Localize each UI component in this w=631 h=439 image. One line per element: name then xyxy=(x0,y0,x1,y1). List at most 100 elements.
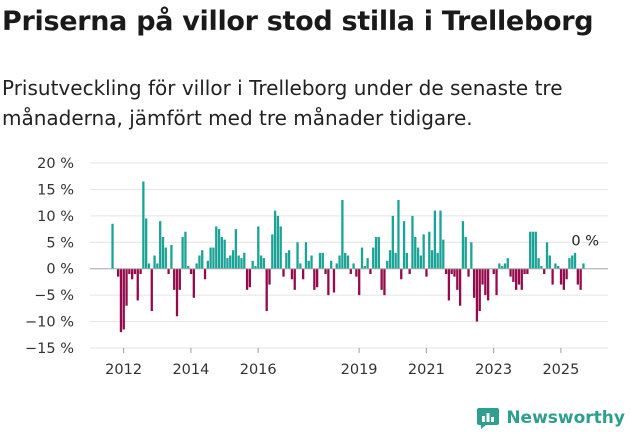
bar xyxy=(456,268,459,290)
bar xyxy=(142,181,145,269)
bar xyxy=(296,242,299,269)
bar xyxy=(128,268,131,274)
bar xyxy=(276,215,280,269)
bar xyxy=(579,268,582,290)
x-axis: 2012 2014 2016 2019 2021 2023 2025 xyxy=(105,348,579,378)
bar xyxy=(293,268,296,290)
bar xyxy=(265,268,268,311)
bar xyxy=(380,268,383,290)
bar xyxy=(161,237,165,269)
bar xyxy=(475,268,479,322)
bar xyxy=(377,237,380,269)
x-tick-label: 2019 xyxy=(341,362,378,378)
bar xyxy=(402,221,406,269)
bar xyxy=(397,200,400,269)
bar xyxy=(201,250,204,269)
bar xyxy=(531,231,535,269)
bar xyxy=(509,268,512,277)
bar xyxy=(388,250,392,269)
bar xyxy=(416,247,420,269)
y-tick-label: 5 % xyxy=(46,235,74,251)
bar xyxy=(472,268,476,298)
bar xyxy=(520,268,523,290)
bar xyxy=(450,268,453,274)
bar xyxy=(568,258,571,269)
bar xyxy=(498,263,501,269)
bar xyxy=(248,268,252,288)
bar xyxy=(540,266,543,269)
bar xyxy=(360,247,364,269)
bar xyxy=(405,252,409,269)
bar xyxy=(425,268,428,277)
bar xyxy=(512,268,515,282)
bar xyxy=(257,226,260,269)
bar xyxy=(383,268,386,296)
bar xyxy=(433,210,437,269)
bar xyxy=(131,268,134,280)
bar xyxy=(262,258,266,269)
x-tick-label: 2014 xyxy=(172,362,209,378)
bar xyxy=(330,260,333,269)
bar xyxy=(495,268,498,296)
chart-subtitle: Prisutveckling för villor i Trelleborg u… xyxy=(2,76,563,130)
bar xyxy=(198,255,201,269)
y-axis-labels: 20 % 15 % 10 % 5 % 0 % −5 % −10 % −15 % xyxy=(25,156,74,357)
bar xyxy=(534,231,537,269)
bar xyxy=(503,263,507,269)
bar xyxy=(206,260,209,269)
y-tick-label: −15 % xyxy=(25,341,74,357)
bar xyxy=(391,215,394,269)
x-tick-label: 2023 xyxy=(475,362,512,378)
bar xyxy=(147,263,151,269)
bar xyxy=(349,268,352,274)
bar xyxy=(400,268,403,280)
bar xyxy=(217,229,221,269)
bar xyxy=(111,223,114,269)
bar xyxy=(145,218,148,269)
bar xyxy=(442,239,445,269)
bar xyxy=(271,234,274,269)
bar xyxy=(125,268,128,306)
bar xyxy=(181,237,184,269)
bar xyxy=(366,258,369,269)
bar xyxy=(203,268,207,280)
bar xyxy=(215,226,218,269)
bar xyxy=(422,234,425,269)
bar xyxy=(430,250,434,269)
bar xyxy=(195,263,198,269)
bar xyxy=(529,231,532,269)
bar xyxy=(285,252,288,269)
bar xyxy=(386,260,389,269)
bar xyxy=(453,268,456,277)
bar xyxy=(537,258,540,269)
bar xyxy=(245,268,249,290)
bar xyxy=(299,263,302,269)
annotation-label: 0 % xyxy=(571,233,599,249)
bar xyxy=(408,268,411,274)
bar xyxy=(358,268,361,296)
bar xyxy=(355,268,358,277)
bar xyxy=(447,268,451,301)
bar-chart: 20 %15 %10 %5 %0 %−5 %−10 %−15 % 2012 201… xyxy=(25,156,608,378)
bar xyxy=(209,247,212,269)
bar xyxy=(576,268,579,285)
bar xyxy=(344,252,347,269)
bar xyxy=(394,252,397,269)
bar xyxy=(341,200,344,269)
newsworthy-logo-icon xyxy=(477,408,500,429)
bar xyxy=(464,237,467,269)
bar xyxy=(220,237,224,269)
bars xyxy=(90,181,608,333)
bar xyxy=(290,268,294,280)
bar xyxy=(470,242,473,269)
bar xyxy=(506,258,509,269)
bar xyxy=(439,210,442,269)
bar xyxy=(150,268,153,311)
bar xyxy=(352,263,355,269)
bar xyxy=(492,268,495,274)
bar xyxy=(313,268,316,290)
bar xyxy=(486,268,490,301)
bar xyxy=(223,239,226,269)
bar xyxy=(287,250,291,269)
bar xyxy=(523,268,526,274)
